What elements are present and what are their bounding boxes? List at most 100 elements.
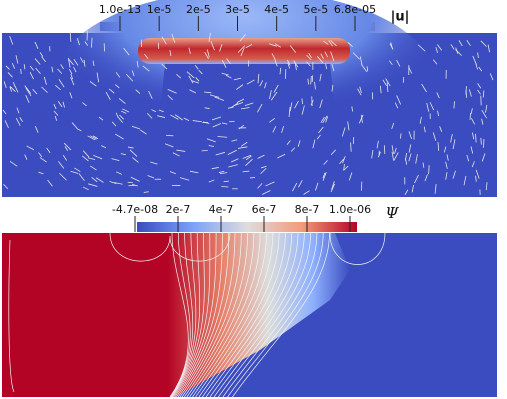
vector-glyph (47, 179, 53, 187)
vector-glyph (264, 82, 267, 89)
vector-glyph (39, 157, 47, 163)
vector-glyph (480, 40, 487, 47)
vector-glyph (76, 38, 80, 46)
vector-glyph (360, 114, 363, 123)
contour-line (177, 232, 230, 398)
vector-glyph (95, 177, 104, 183)
vector-glyph (189, 89, 197, 94)
vector-glyph (101, 145, 107, 149)
vector-glyph (122, 108, 130, 113)
vector-glyph (25, 87, 32, 97)
stream-function-field (2, 232, 497, 398)
vector-glyph (257, 73, 260, 84)
vector-glyph (437, 110, 440, 117)
vector-glyph (281, 126, 284, 133)
vector-glyph (465, 90, 467, 98)
vector-glyph (233, 101, 244, 107)
vector-glyph (274, 58, 278, 67)
vector-glyph (260, 167, 267, 175)
vector-glyph (9, 86, 13, 92)
vector-glyph (194, 64, 199, 70)
vector-glyph (76, 128, 82, 132)
vector-glyph (244, 102, 254, 107)
vector-glyph (390, 42, 394, 50)
colorbar-tick-label: 1e-5 (147, 3, 172, 16)
vector-glyph (46, 147, 51, 154)
vector-glyph (233, 77, 242, 81)
vector-glyph (288, 107, 291, 117)
contour-line (189, 232, 261, 398)
vector-glyph (269, 118, 276, 123)
colorbar-tick-label: 4e-5 (264, 3, 289, 16)
vector-glyph (87, 135, 96, 141)
vector-glyph (310, 100, 314, 106)
vector-glyph (238, 124, 245, 130)
contour-line (195, 232, 274, 398)
vector-glyph (204, 91, 212, 94)
vector-glyph (236, 98, 245, 103)
contour-line (172, 232, 205, 398)
vector-glyph (123, 47, 130, 56)
vector-glyph (231, 139, 238, 142)
vector-glyph (342, 156, 346, 164)
vector-glyph (172, 152, 180, 157)
vector-glyph (287, 62, 291, 69)
vector-glyph (179, 177, 190, 181)
vector-glyph (322, 115, 328, 124)
vector-glyph (371, 149, 374, 159)
vector-glyph (347, 121, 350, 131)
vector-glyph (382, 79, 387, 87)
vector-glyph (148, 90, 153, 99)
vector-glyph (426, 102, 430, 112)
vector-glyph (169, 50, 172, 56)
vector-glyph (19, 117, 23, 122)
vector-glyph (2, 109, 7, 115)
vector-glyph (43, 76, 47, 85)
vector-glyph (57, 68, 63, 74)
vector-glyph (272, 126, 277, 133)
vector-glyph (9, 36, 14, 45)
vector-glyph (35, 67, 41, 74)
vector-glyph (421, 83, 427, 93)
vector-glyph (92, 135, 99, 139)
vector-glyph (24, 85, 32, 94)
vector-glyph (14, 86, 19, 93)
vector-glyph (391, 145, 394, 154)
vector-glyph (219, 172, 228, 175)
vector-glyph (82, 186, 89, 191)
vector-glyph (84, 41, 89, 46)
vector-glyph (147, 175, 155, 179)
vector-glyph (15, 55, 19, 64)
vector-glyph (5, 65, 10, 70)
vector-glyph (386, 82, 389, 93)
vector-glyph (16, 107, 20, 114)
colorbar-tick-label: 6e-7 (252, 203, 277, 216)
vector-glyph (415, 154, 418, 164)
vector-glyph (230, 158, 239, 163)
vector-glyph (298, 180, 303, 188)
vector-glyph (330, 51, 335, 62)
vector-glyph (221, 72, 229, 76)
vector-glyph (408, 131, 412, 140)
vector-glyph (204, 51, 209, 59)
vector-glyph (204, 107, 210, 109)
vector-glyph (423, 126, 426, 133)
vector-glyph (339, 158, 345, 164)
vector-glyph (29, 71, 34, 80)
vector-glyph (478, 66, 483, 72)
vector-glyph (212, 123, 222, 128)
vector-glyph (91, 37, 93, 48)
vector-glyph (391, 122, 395, 129)
vector-glyph (273, 84, 279, 93)
vector-glyph (87, 157, 96, 160)
vector-glyph (360, 181, 363, 191)
vector-glyph (32, 89, 38, 95)
vector-glyph (189, 170, 199, 174)
vector-glyph (308, 52, 312, 59)
vector-glyph (439, 126, 443, 132)
vector-glyph (240, 47, 245, 56)
vector-glyph (9, 160, 18, 167)
vector-glyph (293, 60, 299, 68)
vector-glyph (393, 152, 399, 162)
vector-glyph (183, 117, 190, 121)
